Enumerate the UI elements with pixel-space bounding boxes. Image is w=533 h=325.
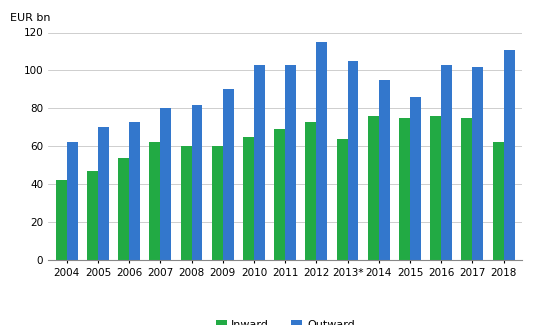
Bar [56,180,67,260]
Bar [274,129,285,260]
Bar [181,146,191,260]
Bar [317,42,327,260]
Bar [504,49,514,260]
Bar [472,67,483,260]
Bar [223,89,233,260]
Bar [430,116,441,260]
Bar [379,80,390,260]
Bar [305,122,317,260]
Bar [243,137,254,260]
Bar [492,142,504,260]
Bar [337,139,348,260]
Legend: Inward, Outward: Inward, Outward [211,316,359,325]
Bar [462,118,472,260]
Bar [160,108,171,260]
Bar [441,65,452,260]
Bar [212,146,223,260]
Text: EUR bn: EUR bn [10,13,51,23]
Bar [254,65,265,260]
Bar [368,116,379,260]
Bar [348,61,359,260]
Bar [129,122,140,260]
Bar [410,97,421,260]
Bar [399,118,410,260]
Bar [118,158,129,260]
Bar [98,127,109,260]
Bar [149,142,160,260]
Bar [67,142,78,260]
Bar [191,105,203,260]
Bar [87,171,98,260]
Bar [285,65,296,260]
